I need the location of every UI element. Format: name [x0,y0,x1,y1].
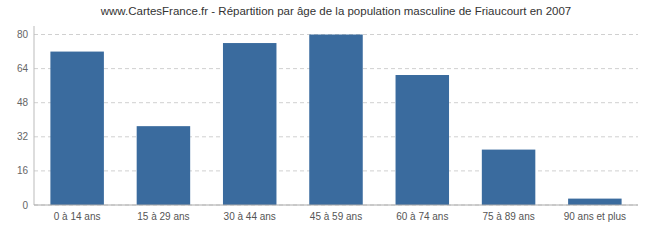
y-tick-label: 80 [17,29,29,40]
x-axis-line [34,205,638,206]
y-tick-label: 0 [22,200,28,211]
grid [34,35,638,205]
x-axis: 0 à 14 ans 15 à 29 ans 30 à 44 ans 45 à 59 … [34,205,638,222]
y-tick-label: 16 [17,165,29,176]
y-tick-label: 48 [17,97,29,108]
chart-container: www.CartesFrance.fr - Répartition par âg… [0,0,650,229]
bar [50,52,103,205]
chart-title: www.CartesFrance.fr - Répartition par âg… [100,5,571,17]
x-tick-label: 0 à 14 ans [54,211,101,222]
x-tick-label: 45 à 59 ans [310,211,362,222]
y-axis: 0 16 32 48 64 80 [17,26,34,211]
bars [50,35,621,205]
bar [396,75,449,205]
bar [137,126,190,205]
x-tick-label: 75 à 89 ans [482,211,534,222]
y-tick-label: 64 [17,63,29,74]
x-tick-label: 30 à 44 ans [224,211,276,222]
bar [223,43,276,205]
x-tick-label: 90 ans et plus [564,211,626,222]
grid-line [34,205,638,206]
x-tick-label: 15 à 29 ans [137,211,189,222]
bar [482,150,535,205]
chart-svg: www.CartesFrance.fr - Répartition par âg… [0,0,650,229]
bar [568,199,621,205]
y-axis-line [34,26,35,205]
y-tick-label: 32 [17,131,29,142]
bar [309,35,362,205]
x-tick-label: 60 à 74 ans [396,211,448,222]
